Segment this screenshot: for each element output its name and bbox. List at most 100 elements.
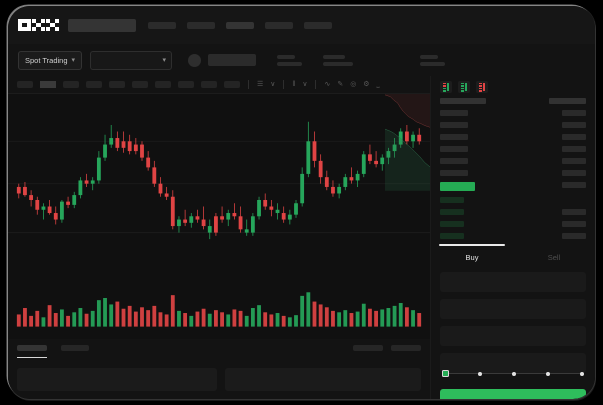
chevron-down-icon: ▾ [162, 56, 167, 64]
bid-row-price[interactable] [440, 221, 464, 227]
bid-row-price[interactable] [440, 209, 464, 215]
market-subheader: Spot Trading ▾ ▾ [8, 44, 595, 76]
ask-row-price[interactable] [440, 134, 468, 140]
nav-item-5[interactable] [304, 21, 332, 29]
search-input[interactable] [68, 18, 136, 32]
chevron-down-icon-2[interactable]: ∨ [302, 81, 308, 88]
trading-mode-label: Spot Trading [25, 55, 68, 65]
orderbook-asks-icon[interactable] [476, 81, 488, 93]
ticker-stat-1 [277, 54, 303, 66]
ask-row-size [562, 158, 586, 164]
last-price [208, 54, 257, 66]
indicators-icon[interactable]: ☰ [257, 81, 264, 88]
toolbar-divider [248, 80, 249, 89]
order-total-input[interactable] [440, 326, 586, 346]
market-depth-overlay [385, 94, 430, 191]
app-header [8, 6, 595, 44]
ask-row-size [562, 146, 586, 152]
bid-row-size [562, 221, 586, 227]
trading-mode-select[interactable]: Spot Trading ▾ [18, 50, 83, 70]
interval-button-1[interactable] [17, 81, 33, 88]
pencil-icon[interactable]: ✎ [337, 81, 344, 88]
interval-button-7[interactable] [155, 81, 171, 88]
okx-logo-icon[interactable] [18, 18, 59, 32]
interval-button-8[interactable] [178, 81, 194, 88]
device-frame: Spot Trading ▾ ▾ ☰ ∨ ‖ ∨ ∿ ✎ [8, 6, 595, 399]
submit-order-button[interactable] [440, 389, 586, 399]
orderbook-trade-panel: Buy Sell [430, 76, 595, 399]
order-amount-input[interactable] [440, 299, 586, 319]
ask-row-price[interactable] [440, 170, 468, 176]
trading-app-screen: Spot Trading ▾ ▾ ☰ ∨ ‖ ∨ ∿ ✎ [8, 6, 595, 399]
ticker-stat-2 [323, 54, 354, 66]
interval-button-4[interactable] [86, 81, 102, 88]
ask-row-price[interactable] [440, 158, 468, 164]
orders-tabs [17, 345, 89, 358]
slider-step-25[interactable] [477, 371, 482, 376]
chart-canvas [8, 121, 430, 327]
pair-select[interactable]: ▾ [90, 50, 173, 70]
ask-row-price[interactable] [440, 110, 468, 116]
ticker-summary [188, 53, 446, 67]
chart-toolbar: ☰ ∨ ‖ ∨ ∿ ✎ ◎ ⚙ ⎵ [8, 76, 430, 94]
orderbook-col-header-size [549, 98, 586, 104]
bid-row-price[interactable] [440, 233, 464, 239]
orderbook-col-header-price [440, 98, 486, 104]
slider-step-50[interactable] [511, 371, 516, 376]
interval-button-3[interactable] [63, 81, 79, 88]
bid-row-price[interactable] [440, 197, 464, 203]
coin-avatar-icon [188, 53, 202, 67]
chart-type-icon[interactable]: ‖ [292, 81, 296, 88]
nav-item-2[interactable] [187, 21, 215, 29]
order-price-input[interactable] [440, 272, 586, 292]
interval-button-10[interactable] [224, 81, 240, 88]
tab-buy[interactable]: Buy [431, 244, 513, 266]
interval-button-2[interactable] [40, 81, 56, 88]
tab-order-history[interactable] [61, 345, 89, 358]
order-form [440, 272, 586, 380]
orderbook-bids-icon[interactable] [458, 81, 470, 93]
ask-row-price[interactable] [440, 146, 468, 152]
amount-slider[interactable] [442, 369, 584, 379]
orders-action-1[interactable] [353, 345, 383, 351]
chevron-down-icon: ▾ [71, 56, 76, 64]
orders-panel-left [17, 368, 217, 391]
last-price-row [440, 182, 475, 191]
last-price-size [562, 182, 586, 188]
orderbook-both-icon[interactable] [440, 81, 452, 93]
tab-sell[interactable]: Sell [547, 252, 561, 262]
toolbar-divider-3 [315, 80, 317, 89]
ask-row-size [562, 122, 586, 128]
ask-row-size [562, 170, 586, 176]
ask-row-price[interactable] [440, 122, 468, 128]
chevron-down-icon[interactable]: ∨ [270, 81, 276, 88]
nav-item-4[interactable] [265, 21, 293, 29]
candlestick-chart[interactable] [8, 94, 430, 339]
orderbook-view-toggles [431, 76, 595, 98]
nav-item-3[interactable] [226, 21, 254, 29]
bid-row-size [562, 209, 586, 215]
fullscreen-icon[interactable]: ⎵ [376, 81, 380, 88]
tab-open-orders[interactable] [17, 345, 47, 358]
line-tool-icon[interactable]: ∿ [324, 81, 331, 88]
nav-item-1[interactable] [148, 21, 176, 29]
interval-button-9[interactable] [201, 81, 217, 88]
orderbook-rows[interactable] [431, 98, 595, 240]
slider-step-100[interactable] [579, 371, 584, 376]
slider-step-75[interactable] [545, 371, 550, 376]
order-extra-input[interactable] [440, 353, 586, 373]
ticker-stat-3 [420, 54, 446, 66]
order-side-tabs: Buy Sell [431, 244, 595, 266]
slider-handle[interactable] [442, 370, 449, 377]
interval-button-5[interactable] [109, 81, 125, 88]
magnet-icon[interactable]: ◎ [350, 81, 357, 88]
orders-panel [8, 339, 430, 399]
settings-icon[interactable]: ⚙ [363, 81, 370, 88]
bid-row-size [562, 233, 586, 239]
interval-button-6[interactable] [132, 81, 148, 88]
toolbar-divider-2 [283, 80, 285, 89]
ask-row-size [562, 134, 586, 140]
ask-row-size [562, 110, 586, 116]
orders-actions [353, 345, 421, 351]
orders-action-2[interactable] [391, 345, 421, 351]
